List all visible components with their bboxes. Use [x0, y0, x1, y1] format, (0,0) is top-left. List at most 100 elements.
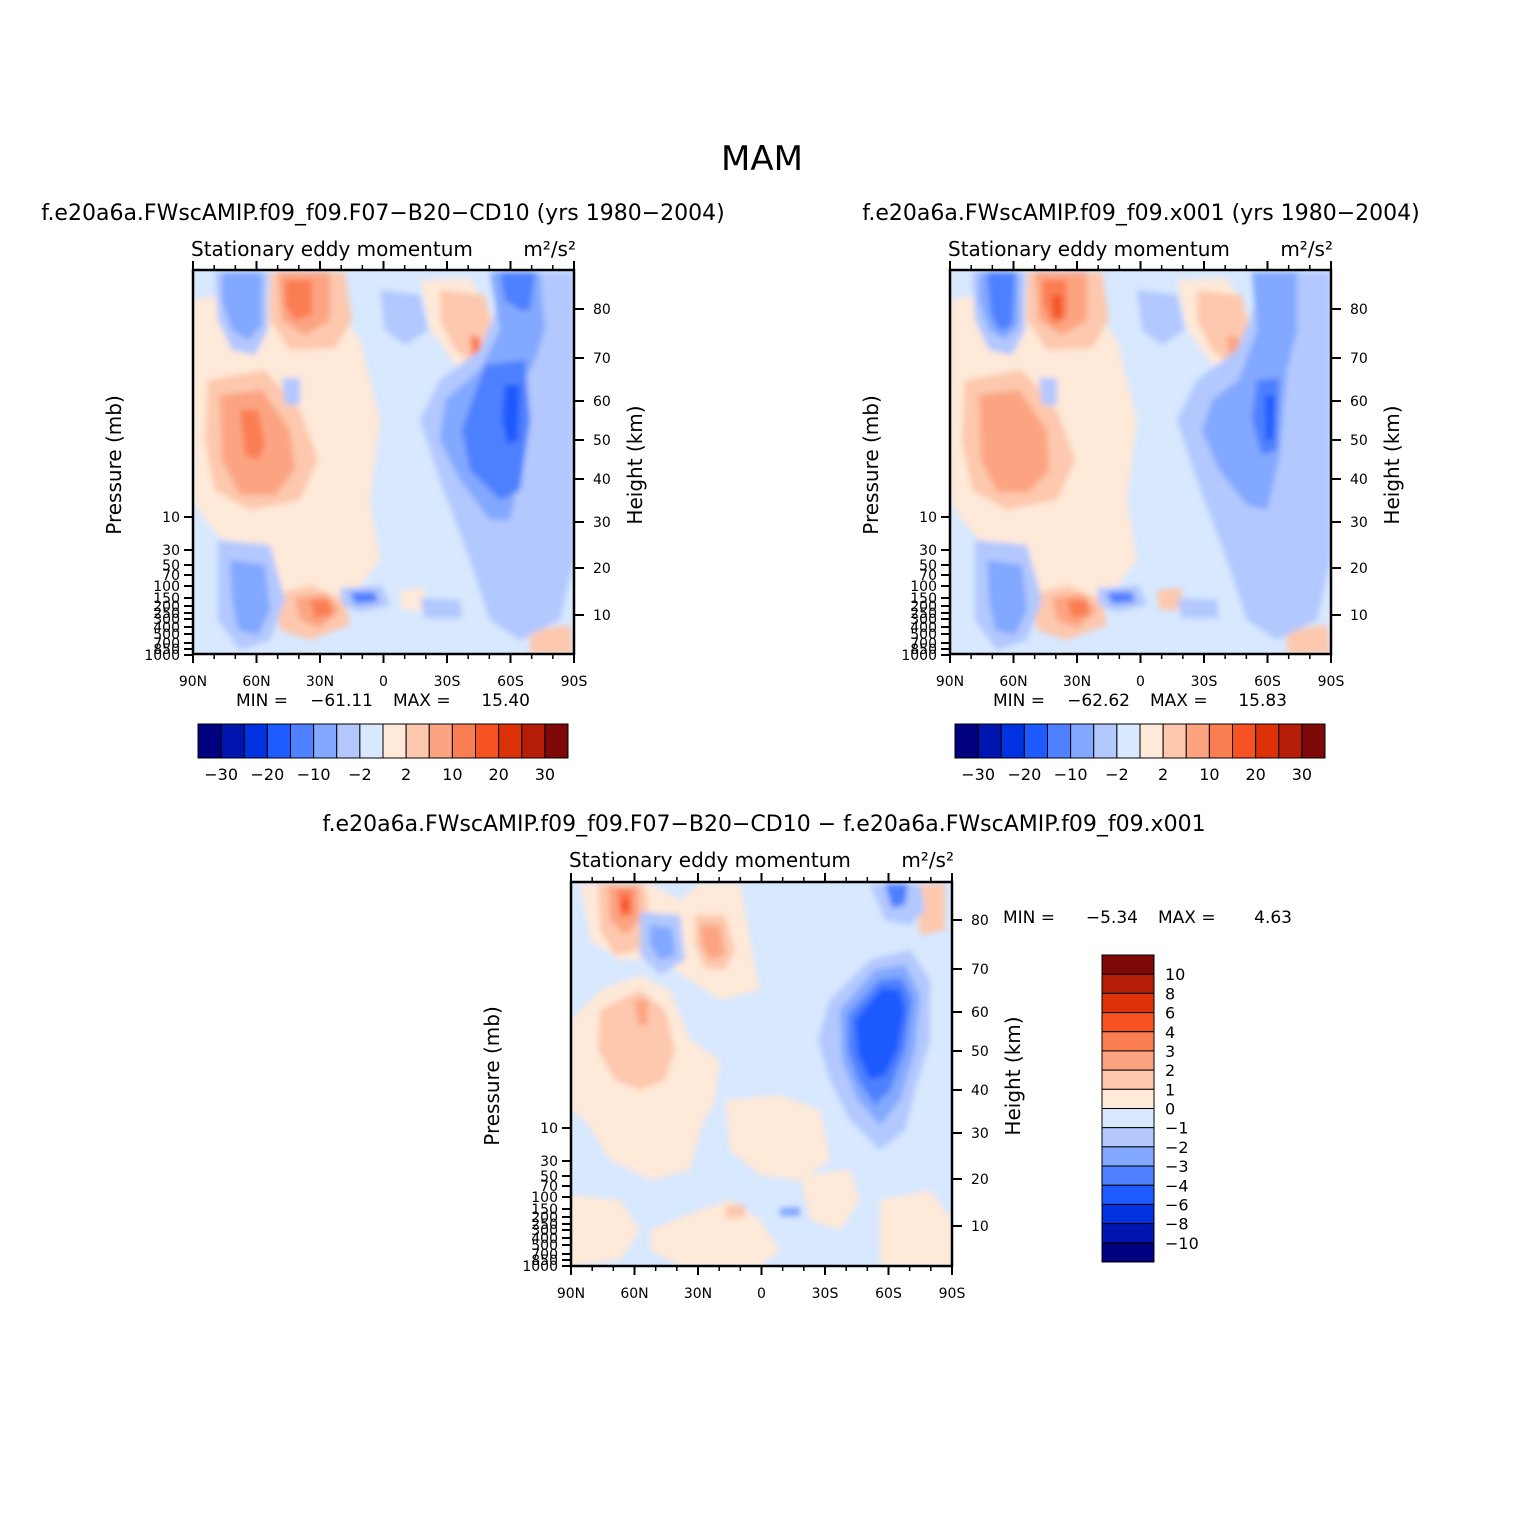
colorbar-swatch	[1101, 1069, 1155, 1090]
colorbar-swatch	[1101, 1146, 1155, 1167]
contour-field-difference	[571, 882, 952, 1266]
pressure-tick-label: 400	[153, 620, 180, 636]
height-tick-label: 80	[1350, 302, 1368, 318]
colorbar-swatch	[521, 723, 546, 759]
colorbar-tick-label: −10	[297, 765, 331, 784]
pressure-tick-label: 30	[919, 543, 937, 559]
min-label: MIN =	[236, 691, 288, 711]
height-axis-ticks-case-2: 10 20 30 40 50 60 70 80	[1331, 302, 1368, 624]
colorbar-case-2: −30 −20 −10 −2 2 10 20 30	[954, 723, 1326, 784]
colorbar-swatch	[1255, 723, 1280, 759]
colorbar-swatch	[1116, 723, 1141, 759]
pressure-tick-label: 500	[910, 627, 937, 643]
pressure-tick-label: 250	[531, 1217, 558, 1233]
pressure-tick-label: 10	[540, 1121, 558, 1137]
y-axis-label-height: Height (km)	[1001, 1016, 1025, 1135]
height-tick-label: 70	[971, 962, 989, 978]
min-label: MIN =	[993, 691, 1045, 711]
colorbar-swatch	[475, 723, 500, 759]
x-tick-label: 0	[379, 674, 388, 690]
colorbar-level-label: −3	[1165, 1157, 1189, 1176]
height-tick-label: 60	[971, 1005, 989, 1021]
colorbar-level-label: −6	[1165, 1195, 1189, 1214]
colorbar-swatch	[1162, 723, 1187, 759]
max-value: 4.63	[1254, 908, 1292, 928]
height-tick-label: 60	[1350, 394, 1368, 410]
pressure-tick-label: 250	[153, 606, 180, 622]
colorbar-swatch	[1101, 1242, 1155, 1263]
colorbar-swatch	[1208, 723, 1233, 759]
x-tick-label: 90S	[561, 674, 588, 690]
height-tick-label: 40	[593, 472, 611, 488]
colorbar-swatch	[1023, 723, 1048, 759]
height-tick-label: 10	[1350, 608, 1368, 624]
colorbar-swatch	[1047, 723, 1072, 759]
pressure-tick-label: 50	[162, 558, 180, 574]
colorbar-level-label: 8	[1165, 984, 1175, 1003]
max-label: MAX =	[1158, 908, 1216, 928]
height-tick-label: 50	[593, 433, 611, 449]
pressure-tick-label: 50	[919, 558, 937, 574]
pressure-tick-label: 30	[162, 543, 180, 559]
colorbar-difference: 10 8 6 4 3 2 1 0 −1 −2 −3 −4 −6 −8 −10	[1101, 954, 1199, 1263]
x-tick-label: 90N	[557, 1286, 585, 1302]
pressure-tick-label: 200	[531, 1210, 558, 1226]
colorbar-swatch	[1101, 1050, 1155, 1071]
pressure-tick-label: 70	[540, 1179, 558, 1195]
colorbar-case-1: −30 −20 −10 −2 2 10 20 30	[197, 723, 569, 784]
y-axis-label-pressure: Pressure (mb)	[859, 395, 883, 535]
height-axis-ticks-case-1: 10 20 30 40 50 60 70 80	[574, 302, 611, 624]
pressure-tick-label: 850	[531, 1253, 558, 1269]
colorbar-swatch	[1101, 1012, 1155, 1033]
x-tick-label: 60S	[875, 1286, 902, 1302]
colorbar-level-label: −8	[1165, 1215, 1189, 1234]
x-tick-label: 90S	[1318, 674, 1345, 690]
height-tick-label: 70	[593, 351, 611, 367]
colorbar-tick-label: 2	[1158, 765, 1168, 784]
colorbar-swatch	[1000, 723, 1025, 759]
pressure-tick-label: 700	[153, 636, 180, 652]
colorbar-swatch	[977, 723, 1002, 759]
min-label: MIN =	[1003, 908, 1055, 928]
pressure-tick-label: 250	[910, 606, 937, 622]
height-tick-label: 20	[593, 561, 611, 577]
height-tick-label: 30	[593, 515, 611, 531]
colorbar-swatch	[1101, 992, 1155, 1014]
max-value: 15.83	[1238, 691, 1287, 711]
colorbar-tick-label: 30	[535, 765, 555, 784]
x-tick-label: 60N	[620, 1286, 648, 1302]
pressure-tick-label: 100	[531, 1190, 558, 1206]
pressure-tick-label: 10	[162, 510, 180, 526]
pressure-tick-label: 50	[540, 1169, 558, 1185]
x-tick-label: 90N	[936, 674, 964, 690]
colorbar-swatch	[243, 723, 268, 759]
x-tick-label: 90N	[179, 674, 207, 690]
x-tick-label: 60S	[497, 674, 524, 690]
colorbar-swatch	[1101, 954, 1155, 975]
pressure-tick-label: 1000	[144, 648, 180, 664]
height-tick-label: 20	[971, 1172, 989, 1188]
colorbar-tick-label: 2	[401, 765, 411, 784]
contour-field-case-2	[950, 270, 1331, 654]
colorbar-swatch	[1101, 973, 1155, 994]
colorbar-swatch	[428, 723, 453, 759]
colorbar-tick-label: −30	[961, 765, 995, 784]
x-tick-label: 30N	[1063, 674, 1091, 690]
pressure-tick-label: 700	[531, 1247, 558, 1263]
colorbar-swatch	[1101, 1088, 1155, 1109]
colorbar-level-label: −4	[1165, 1176, 1189, 1195]
colorbar-swatch	[405, 723, 430, 759]
pressure-tick-label: 500	[153, 627, 180, 643]
x-tick-label: 30S	[1191, 674, 1218, 690]
panel-subtitle: Stationary eddy momentum	[569, 848, 851, 872]
colorbar-swatch	[1232, 723, 1257, 759]
min-value: −62.62	[1067, 691, 1130, 711]
pressure-axis-ticks-difference: 10 30 50 70 100 150 200 250 300 400 500 …	[522, 1121, 571, 1275]
colorbar-swatch	[1101, 1184, 1155, 1205]
x-tick-label: 0	[1136, 674, 1145, 690]
pressure-tick-label: 850	[910, 642, 937, 658]
pressure-tick-label: 300	[531, 1223, 558, 1239]
height-tick-label: 10	[593, 608, 611, 624]
colorbar-swatch	[1101, 1203, 1155, 1225]
